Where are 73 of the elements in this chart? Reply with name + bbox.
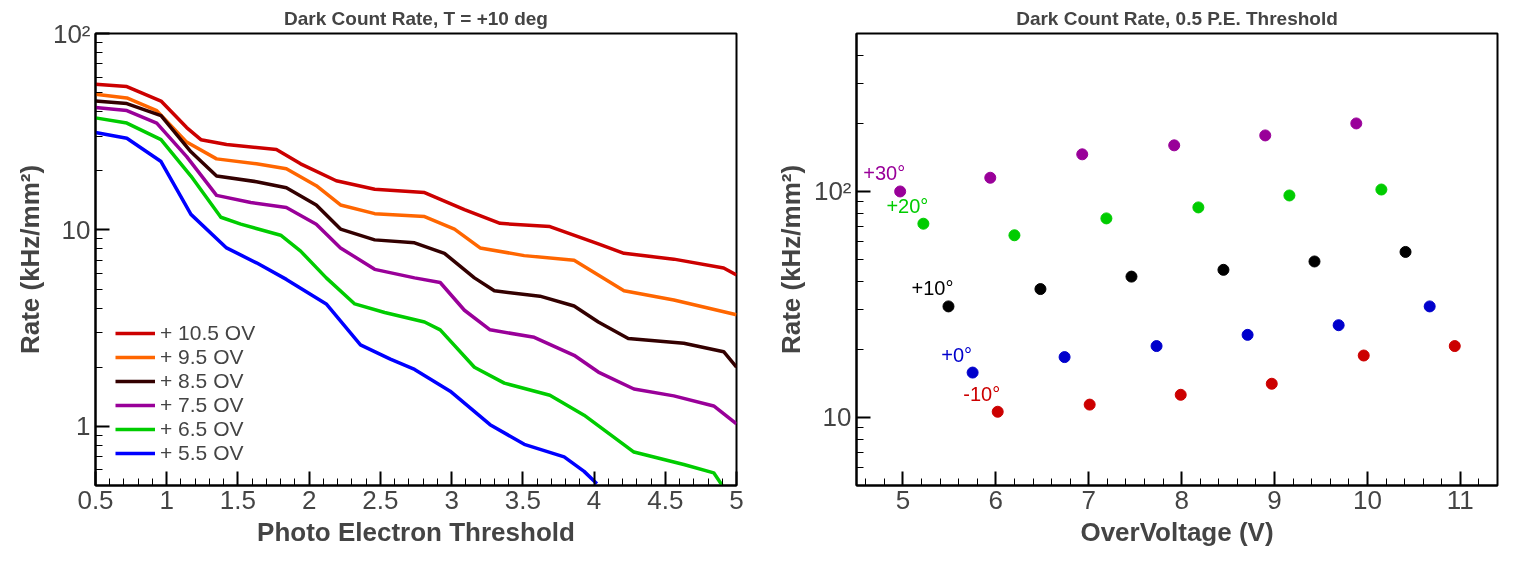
line-series	[95, 99, 737, 369]
point	[966, 366, 979, 379]
point	[1308, 255, 1321, 268]
point	[1375, 183, 1388, 196]
point	[1174, 388, 1187, 401]
point	[1357, 349, 1370, 362]
point	[1399, 245, 1412, 258]
point	[1283, 189, 1296, 202]
legend-label: + 5.5 OV	[160, 441, 244, 465]
series-label: +10°	[911, 277, 954, 300]
point	[1034, 283, 1047, 296]
x-tick-label: 8	[1174, 484, 1189, 515]
x-tick-label: 3.5	[504, 484, 541, 515]
line-series	[95, 116, 725, 486]
point	[1241, 328, 1254, 341]
legend-label: + 10.5 OV	[160, 321, 256, 345]
point	[1008, 229, 1021, 242]
point	[1192, 201, 1205, 214]
point	[942, 300, 955, 313]
legend-label: + 8.5 OV	[160, 369, 244, 393]
point	[1423, 300, 1436, 313]
y-axis-title: Rate (kHz/mm²)	[775, 164, 806, 355]
line-series	[95, 82, 737, 277]
x-tick-label: 4	[586, 484, 602, 515]
point	[1100, 212, 1113, 225]
point	[1332, 319, 1345, 332]
x-tick-label: 5	[729, 484, 744, 515]
point	[1217, 263, 1230, 276]
x-axis-title: Photo Electron Threshold	[257, 516, 575, 547]
line-series	[95, 92, 737, 317]
y-tick-label: 10²	[813, 176, 852, 207]
point	[1448, 340, 1461, 353]
y-tick-label: 10²	[52, 18, 91, 49]
point	[1265, 377, 1278, 390]
point	[1076, 148, 1089, 161]
x-tick-label: 9	[1267, 484, 1282, 515]
point	[1350, 117, 1363, 130]
x-tick-label: 4.5	[647, 484, 684, 515]
point	[984, 171, 997, 184]
x-tick-label: 6	[988, 484, 1004, 515]
point	[917, 217, 930, 230]
y-tick-label: 10	[61, 214, 91, 245]
point	[1083, 398, 1096, 411]
series-label: +0°	[941, 343, 973, 366]
legend-label: + 6.5 OV	[160, 417, 244, 441]
x-tick-label: 0.5	[77, 484, 114, 515]
series-label: -10°	[963, 382, 1001, 405]
series-label: +20°	[886, 194, 929, 217]
point	[991, 405, 1004, 418]
series-label: +30°	[863, 162, 906, 185]
x-tick-label: 5	[895, 484, 911, 515]
chart-title: Dark Count Rate, 0.5 P.E. Threshold	[1016, 7, 1338, 29]
chart-title: Dark Count Rate, T = +10 deg	[284, 7, 548, 29]
point	[1259, 129, 1272, 142]
x-tick-label: 3	[444, 484, 459, 515]
x-tick-label: 1	[159, 484, 174, 515]
legend-label: + 9.5 OV	[160, 345, 244, 369]
x-tick-label: 1.5	[219, 484, 257, 515]
x-tick-label: 7	[1081, 484, 1096, 515]
x-tick-label: 11	[1446, 484, 1474, 515]
x-tick-label: 2.5	[362, 484, 399, 515]
x-tick-label: 10	[1352, 484, 1382, 515]
y-tick-label: 1	[76, 411, 91, 442]
legend-label: + 7.5 OV	[160, 393, 244, 417]
point	[1125, 270, 1138, 283]
point	[1168, 139, 1181, 152]
point	[1150, 340, 1163, 353]
point	[1058, 351, 1071, 364]
x-axis-title: OverVoltage (V)	[1080, 516, 1274, 547]
x-tick-label: 2	[301, 484, 317, 515]
line-series	[95, 130, 599, 486]
point	[894, 185, 907, 198]
y-axis-title: Rate (kHz/mm²)	[14, 164, 45, 355]
